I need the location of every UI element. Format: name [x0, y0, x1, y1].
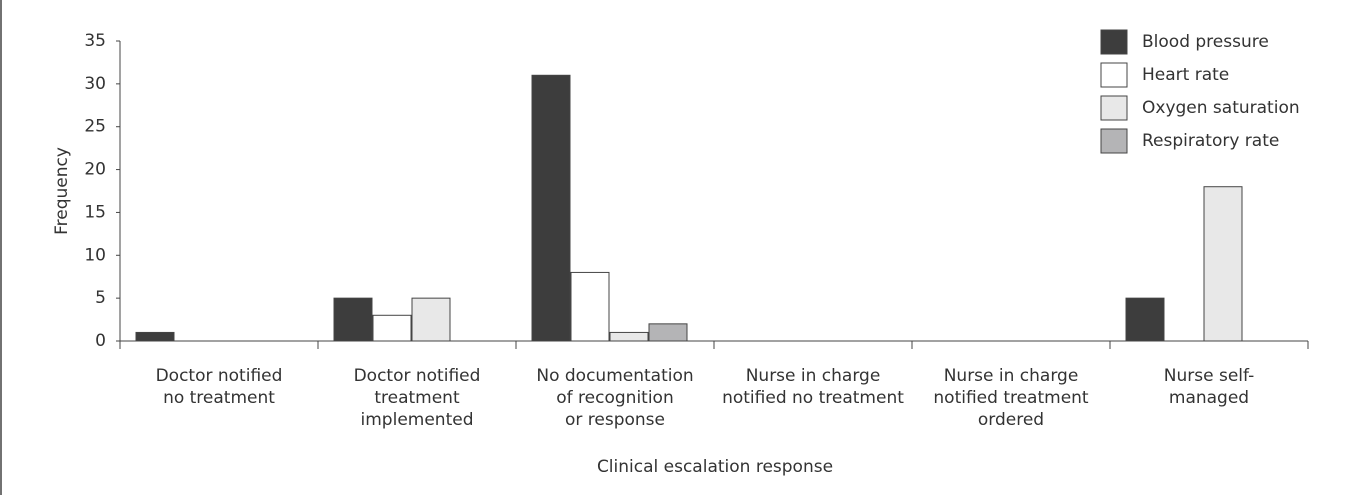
- y-tick-label: 5: [95, 288, 106, 308]
- y-tick-label: 10: [84, 245, 106, 265]
- legend-label: Blood pressure: [1142, 32, 1269, 52]
- x-tick-label: No documentation of recognition or respo…: [536, 366, 694, 430]
- bar: [531, 74, 571, 342]
- bar: [333, 297, 373, 342]
- x-tick-label: Doctor notified no treatment: [155, 366, 283, 408]
- legend-label: Respiratory rate: [1142, 131, 1279, 151]
- y-tick-label: 15: [84, 202, 106, 222]
- bar: [411, 297, 451, 342]
- bar: [1203, 186, 1243, 342]
- bar: [1125, 297, 1165, 342]
- bar: [135, 331, 175, 342]
- legend-label: Heart rate: [1142, 65, 1229, 85]
- x-tick-label: Nurse in charge notified no treatment: [722, 366, 904, 408]
- legend-swatch: [1100, 128, 1128, 154]
- y-tick-label: 35: [84, 31, 106, 51]
- bar: [648, 323, 688, 342]
- y-tick-label: 20: [84, 160, 106, 180]
- legend-swatch: [1100, 29, 1128, 55]
- y-tick-label: 25: [84, 117, 106, 137]
- legend-label: Oxygen saturation: [1142, 98, 1300, 118]
- x-tick-label: Nurse self- managed: [1163, 366, 1255, 408]
- x-axis-label: Clinical escalation response: [597, 457, 833, 477]
- legend-swatch: [1100, 95, 1128, 121]
- y-tick-label: 0: [95, 331, 106, 351]
- x-tick-label: Nurse in charge notified treatment order…: [933, 366, 1089, 430]
- x-tick-label: Doctor notified treatment implemented: [353, 366, 481, 430]
- legend-swatch: [1100, 62, 1128, 88]
- y-axis-label: Frequency: [52, 147, 72, 235]
- y-tick-label: 30: [84, 74, 106, 94]
- bar: [609, 331, 649, 342]
- bar: [372, 314, 412, 342]
- bar: [570, 271, 610, 342]
